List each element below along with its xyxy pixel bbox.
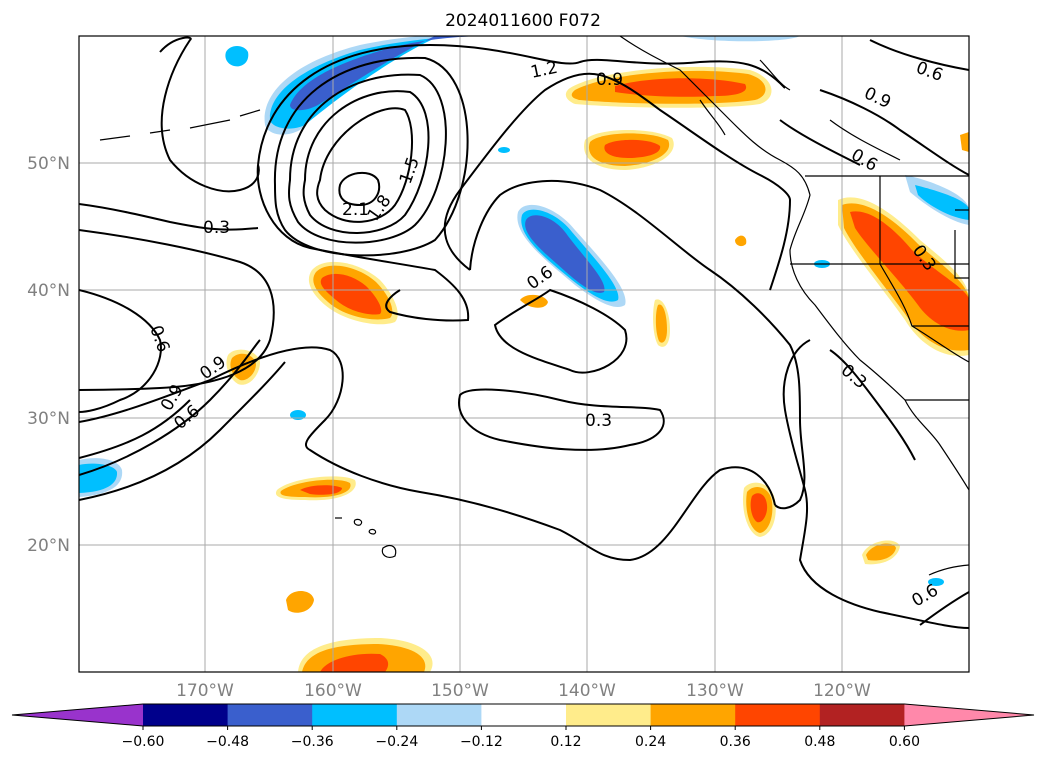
- lon-label: 170°W: [176, 681, 234, 701]
- colorbar-extend-high: [904, 704, 1034, 726]
- colorbar-tick-label: 0.24: [635, 734, 666, 750]
- colorbar-segment: [566, 704, 652, 726]
- lat-label: 40°N: [27, 281, 70, 301]
- colorbar-tick-label: 0.60: [889, 734, 920, 750]
- colorbar-segment: [227, 704, 313, 726]
- colorbar-tick-label: 0.48: [804, 734, 835, 750]
- lon-label: 160°W: [304, 681, 362, 701]
- colorbar-tick-label: −0.60: [122, 734, 165, 750]
- lon-label: 120°W: [813, 681, 871, 701]
- colorbar-tick-label: 0.12: [550, 734, 581, 750]
- contours: [79, 36, 969, 629]
- colorbar-segment: [396, 704, 482, 726]
- lon-label: 150°W: [431, 681, 489, 701]
- lat-label: 20°N: [27, 536, 70, 556]
- longitude-labels: 170°W 160°W 150°W 140°W 130°W 120°W: [176, 681, 871, 701]
- contour-label: 0.3: [203, 218, 230, 238]
- lon-label: 140°W: [558, 681, 616, 701]
- colorbar: −0.60 −0.48 −0.36 −0.24 −0.12 0.12 0.24 0.36 0.4…: [11, 703, 1035, 750]
- lat-label: 50°N: [27, 154, 70, 174]
- colorbar-segment: [481, 704, 567, 726]
- contour-label: 0.3: [585, 411, 612, 431]
- map-title: 2024011600 F072: [445, 11, 601, 31]
- colorbar-tick-label: 0.36: [720, 734, 751, 750]
- colorbar-segment: [650, 704, 736, 726]
- colorbar-tick-label: −0.12: [460, 734, 503, 750]
- colorbar-segment: [819, 704, 905, 726]
- colorbar-extend-low: [12, 704, 143, 726]
- colorbar-segment: [312, 704, 398, 726]
- lat-label: 30°N: [27, 409, 70, 429]
- colorbar-segment: [143, 704, 229, 726]
- colorbar-tick-label: −0.48: [206, 734, 249, 750]
- latitude-labels: 50°N 40°N 30°N 20°N: [27, 154, 70, 556]
- coastlines: [99, 36, 969, 576]
- colorbar-tick-label: −0.36: [291, 734, 334, 750]
- colorbar-segment: [735, 704, 821, 726]
- contour-label: 0.9: [596, 70, 623, 90]
- colorbar-tick-label: −0.24: [375, 734, 418, 750]
- lon-label: 130°W: [686, 681, 744, 701]
- contour-label: 2.1: [342, 200, 369, 220]
- gridlines: [79, 36, 969, 672]
- plot-area: 2.1 1.8 1.5 1.2 0.9 0.6 0.3 0.6 0.9 0.6 …: [79, 36, 969, 672]
- plot-frame: [78, 35, 970, 673]
